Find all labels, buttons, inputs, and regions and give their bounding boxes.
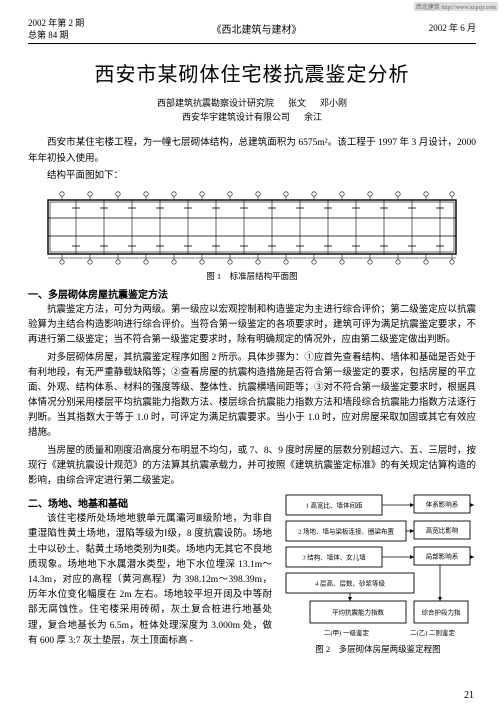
journal-title: 《西北建筑与建材》 bbox=[212, 21, 302, 36]
section-2-head: 二、场地、地基和基础 bbox=[28, 495, 272, 510]
total-issue-line: 总第 84 期 bbox=[28, 30, 84, 42]
floor-plan-diagram bbox=[42, 190, 462, 268]
header-rule bbox=[28, 43, 476, 44]
section-1-p2: 对多层砌体房屋，其抗震鉴定程序如图 2 所示。具体步骤为：①应首先查看结构、墙体… bbox=[28, 351, 476, 442]
author-1: 邓小刚 bbox=[320, 97, 347, 111]
header-left: 2002 年第 2 期 总第 84 期 bbox=[28, 18, 84, 41]
page-header: 2002 年第 2 期 总第 84 期 《西北建筑与建材》 2002 年 6 月 bbox=[28, 18, 476, 43]
org-1: 西部建筑抗震勘察设计研究院 bbox=[157, 97, 274, 111]
issue-line: 2002 年第 2 期 bbox=[28, 18, 84, 30]
right-column: 1 高宽比、墙体间距 2 场地、墙与梁板连接、圈梁布置 3 结构、墙体、女儿墙 4 层… bbox=[280, 491, 476, 655]
svg-text:平均抗震能力指数: 平均抗震能力指数 bbox=[332, 608, 385, 617]
author-2: 余江 bbox=[304, 111, 322, 125]
figure-1-caption: 图 1 标准层结构平面图 bbox=[42, 270, 462, 282]
svg-text:高宽比影响: 高宽比影响 bbox=[426, 526, 459, 535]
two-column-region: 二、场地、地基和基础 该住宅楼所处场地地貌单元属灞河Ⅲ级阶地，为非自重湿陷性黄土… bbox=[28, 491, 476, 655]
section-1-p3: 当房屋的质量和刚度沿高度分布明显不均匀，或 7、8、9 度时房屋的层数分别超过六… bbox=[28, 444, 476, 490]
org-2: 西安华宇建筑设计有限公司 bbox=[182, 111, 290, 125]
flowchart-diagram: 1 高宽比、墙体间距 2 场地、墙与梁板连接、圈梁布置 3 结构、墙体、女儿墙 4 层… bbox=[280, 491, 476, 641]
left-column: 二、场地、地基和基础 该住宅楼所处场地地貌单元属灞河Ⅲ级阶地，为非自重湿陷性黄土… bbox=[28, 491, 272, 651]
section-2-p1: 该住宅楼所处场地地貌单元属灞河Ⅲ级阶地，为非自重湿陷性黄土场地，湿陷等级为Ⅰ级，… bbox=[28, 512, 272, 649]
svg-text:二(甲) 一级鉴定: 二(甲) 一级鉴定 bbox=[324, 628, 369, 637]
svg-text:1 高宽比、墙体间距: 1 高宽比、墙体间距 bbox=[306, 501, 363, 510]
svg-text:3 结构、墙体、女儿墙: 3 结构、墙体、女儿墙 bbox=[302, 553, 366, 562]
figure-2-caption: 图 2 多层砌体房屋两级鉴定程图 bbox=[280, 643, 476, 655]
issue-date: 2002 年 6 月 bbox=[429, 21, 476, 34]
intro-p2: 结构平面图如下： bbox=[28, 169, 476, 184]
svg-text:体系影响系: 体系影响系 bbox=[426, 500, 459, 509]
svg-text:2 场地、墙与梁板连接、圈梁布置: 2 场地、墙与梁板连接、圈梁布置 bbox=[298, 527, 394, 536]
author-prefix: 张文 bbox=[288, 97, 306, 111]
source-url: 西北建筑 http://www.xcpcp.com bbox=[414, 2, 498, 11]
svg-text:二(乙) 二则鉴定: 二(乙) 二则鉴定 bbox=[410, 628, 455, 637]
byline: 西部建筑抗震勘察设计研究院 张文 邓小刚 西安华宇建筑设计有限公司 余江 bbox=[28, 97, 476, 124]
section-1-p1: 抗震鉴定方法，可分为两级。第一级应以宏观控制和构造鉴定为主进行综合评价；第二级鉴… bbox=[28, 303, 476, 349]
section-1-head: 一、多层砌体房屋抗震鉴定方法 bbox=[28, 286, 476, 301]
article-title: 西安市某砌体住宅楼抗震鉴定分析 bbox=[28, 58, 476, 87]
svg-text:局部影响系: 局部影响系 bbox=[426, 552, 459, 561]
intro-p1: 西安市某住宅楼工程，为一幢七层砌体结构，总建筑面积为 6575m²。该工程于 1… bbox=[28, 136, 476, 166]
svg-text:综合护段力指: 综合护段力指 bbox=[422, 608, 462, 617]
page-number: 21 bbox=[464, 690, 474, 701]
svg-text:4 层高、层数、砂浆等级: 4 层高、层数、砂浆等级 bbox=[315, 579, 385, 588]
figure-1: 图 1 标准层结构平面图 bbox=[42, 190, 462, 282]
